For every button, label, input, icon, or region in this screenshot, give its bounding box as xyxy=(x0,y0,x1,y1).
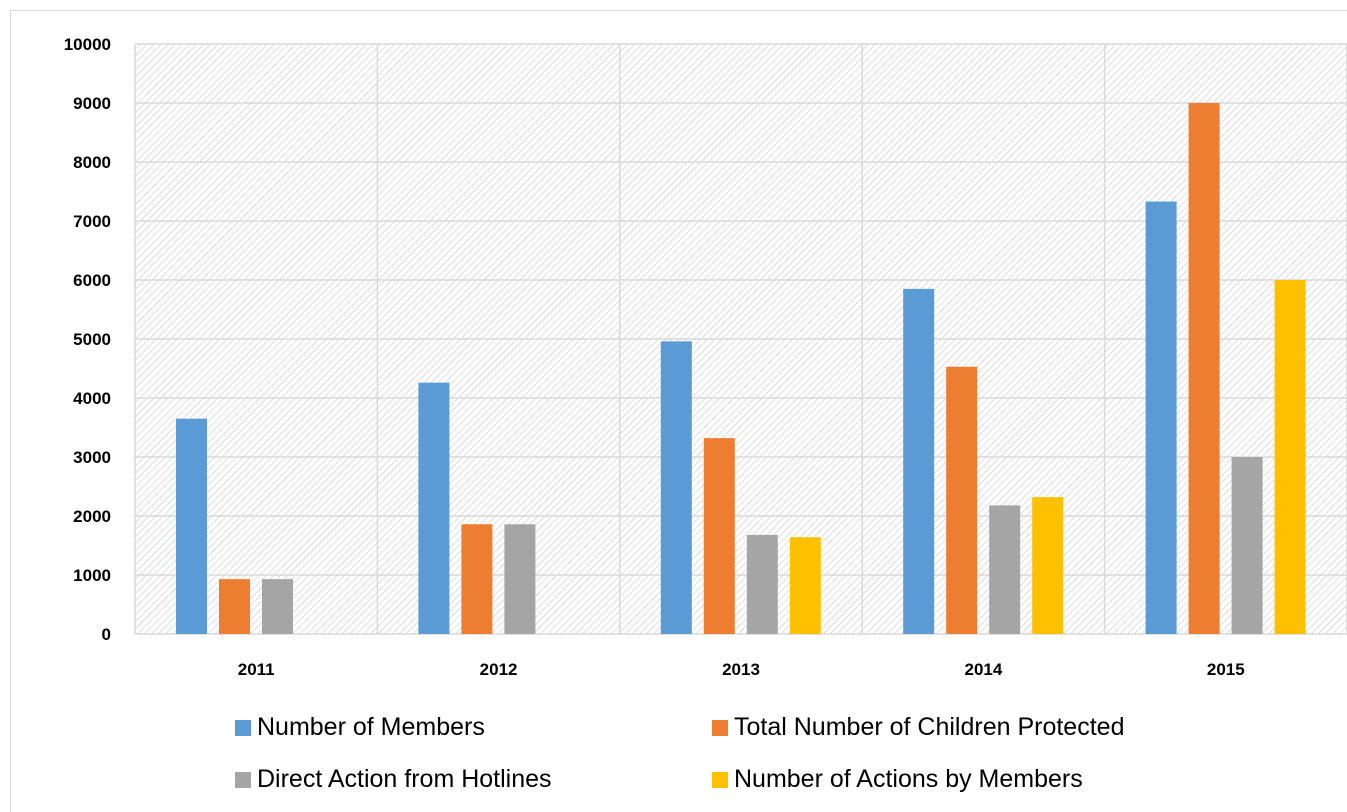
bar-2012-series-1[interactable] xyxy=(418,382,450,634)
bar-2014-series-3[interactable] xyxy=(989,505,1021,634)
legend-item-members[interactable]: Number of Members xyxy=(235,713,485,742)
legend-item-member-actions[interactable]: Number of Actions by Members xyxy=(712,765,1083,794)
y-tick-label: 6000 xyxy=(73,271,111,290)
bar-2013-series-4[interactable] xyxy=(789,537,821,634)
y-tick-label: 3000 xyxy=(73,448,111,467)
y-tick-label: 2000 xyxy=(73,507,111,526)
x-tick-label: 2011 xyxy=(238,660,275,679)
x-tick-label: 2014 xyxy=(964,660,1002,679)
legend-item-hotlines[interactable]: Direct Action from Hotlines xyxy=(235,765,552,794)
bar-2014-series-1[interactable] xyxy=(903,288,935,634)
y-tick-label: 7000 xyxy=(73,212,111,231)
legend-swatch-member-actions xyxy=(712,771,728,788)
legend-item-children-protected[interactable]: Total Number of Children Protected xyxy=(712,713,1124,742)
bar-2013-series-1[interactable] xyxy=(660,341,692,634)
legend-label-member-actions: Number of Actions by Members xyxy=(734,765,1083,793)
bar-2012-series-3[interactable] xyxy=(504,524,536,634)
bar-2015-series-4[interactable] xyxy=(1274,280,1306,634)
bar-2013-series-2[interactable] xyxy=(703,438,735,634)
x-tick-label: 2012 xyxy=(480,660,518,679)
chart-frame xyxy=(10,10,1347,812)
y-tick-label: 8000 xyxy=(73,153,111,172)
bar-2012-series-2[interactable] xyxy=(461,524,493,634)
x-tick-label: 2013 xyxy=(722,660,760,679)
bar-2011-series-1[interactable] xyxy=(176,418,207,634)
y-tick-label: 10000 xyxy=(64,35,111,54)
bar-2011-series-3[interactable] xyxy=(262,579,293,634)
axes: 0 1000 2000 3000 4000 5000 6000 7000 8000 9000 100… xyxy=(64,35,1245,679)
bar-2015-series-1[interactable] xyxy=(1145,201,1177,634)
legend-label-children-protected: Total Number of Children Protected xyxy=(734,713,1125,741)
y-tick-label: 1000 xyxy=(73,566,111,585)
bars xyxy=(176,103,1306,634)
y-tick-label: 4000 xyxy=(73,389,111,408)
x-tick-label: 2015 xyxy=(1207,660,1245,679)
bar-2011-series-2[interactable] xyxy=(219,579,250,634)
gridlines xyxy=(134,43,1347,635)
y-tick-label: 5000 xyxy=(73,330,111,349)
legend-label-members: Number of Members xyxy=(257,713,485,741)
y-tick-label: 0 xyxy=(102,625,111,644)
bar-2015-series-3[interactable] xyxy=(1231,457,1263,634)
bar-2015-series-2[interactable] xyxy=(1188,103,1220,634)
y-tick-label: 9000 xyxy=(73,94,111,113)
legend-label-hotlines: Direct Action from Hotlines xyxy=(257,765,552,793)
bar-2013-series-3[interactable] xyxy=(746,534,778,634)
legend-swatch-hotlines xyxy=(235,771,251,788)
bar-2014-series-2[interactable] xyxy=(946,366,978,634)
legend-swatch-children-protected xyxy=(712,719,728,736)
legend-swatch-members xyxy=(235,719,251,736)
bar-2014-series-4[interactable] xyxy=(1032,497,1064,634)
